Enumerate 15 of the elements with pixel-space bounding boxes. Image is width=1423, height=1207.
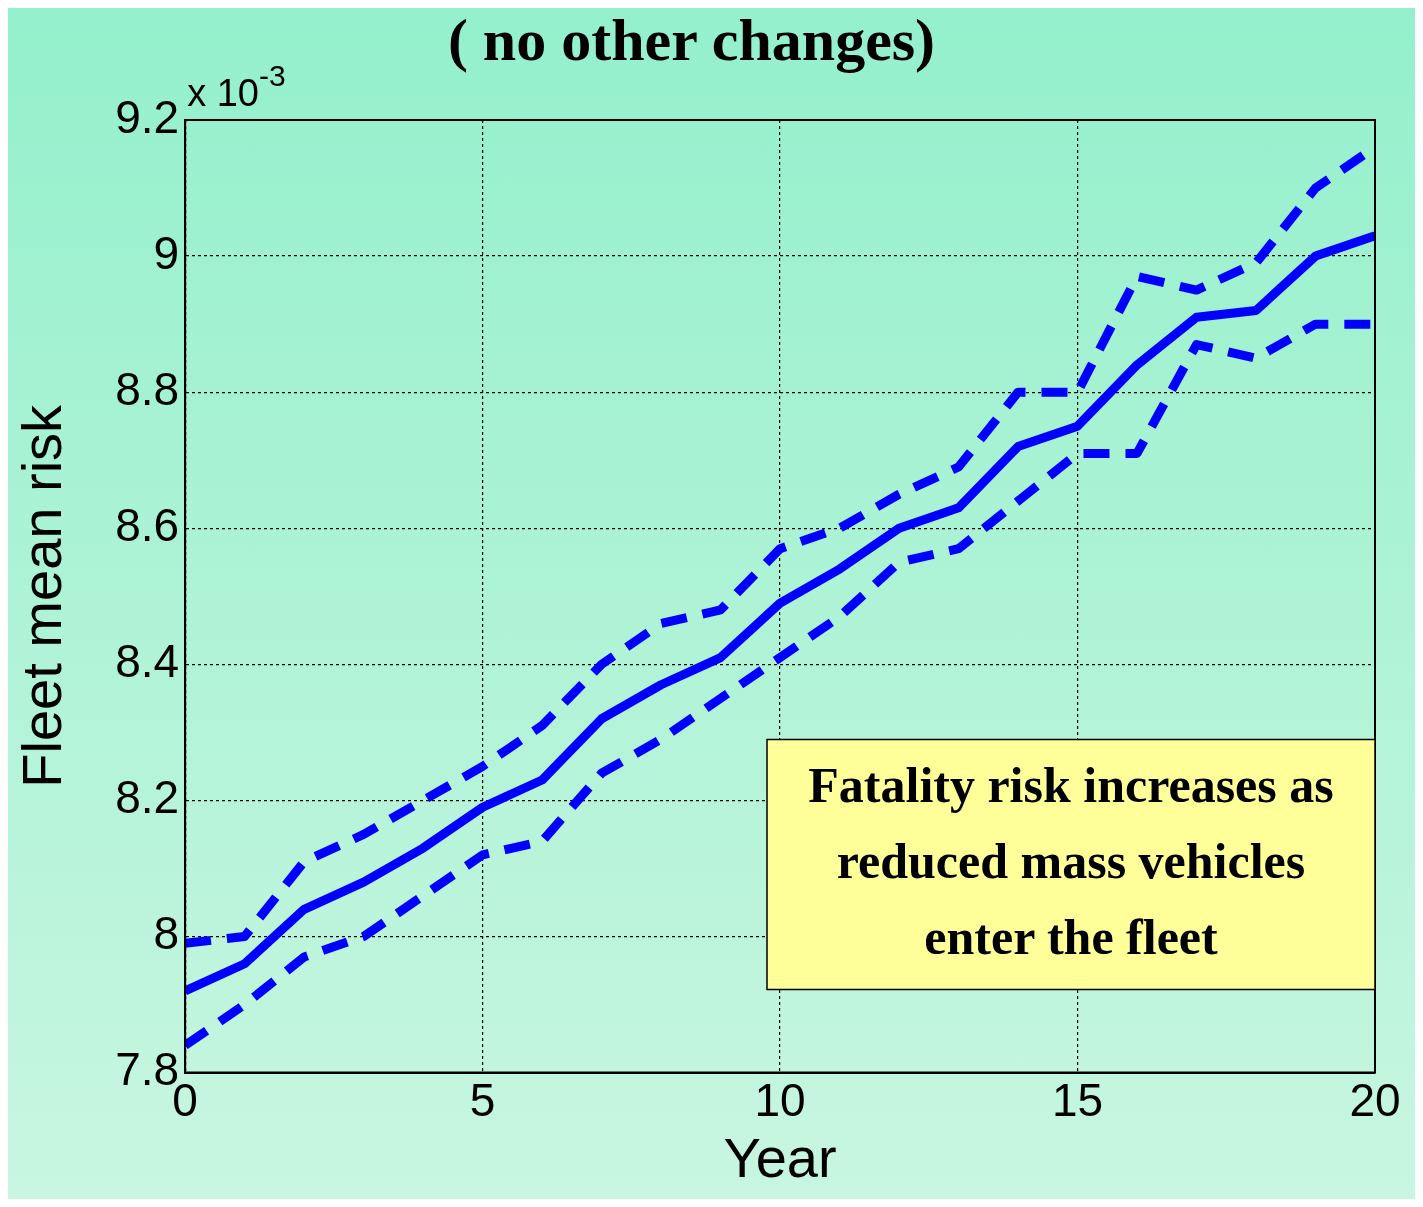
y-tick-label: 8.6 [115, 498, 180, 551]
x-tick-label: 15 [1051, 1073, 1104, 1126]
x-axis-title: Year [723, 1125, 837, 1189]
y-tick-label: 8.2 [115, 771, 180, 824]
y-tick-label: 8.4 [115, 635, 180, 688]
y-tick-label: 9 [153, 226, 180, 279]
x-tick-label: 10 [754, 1073, 806, 1126]
x-tick-label: 20 [1349, 1073, 1401, 1126]
y-axis-title: Fleet mean risk [10, 403, 74, 788]
y-tick-label: 9.2 [115, 90, 180, 143]
chart-title: ( no other changes) [447, 6, 936, 73]
y-tick-label: 8 [153, 907, 180, 960]
y-tick-label: 8.8 [115, 362, 180, 415]
x-tick-label: 5 [469, 1073, 496, 1126]
annotation: Fatality risk increases as reduced mass vehicles enter the fleet [808, 756, 1334, 965]
